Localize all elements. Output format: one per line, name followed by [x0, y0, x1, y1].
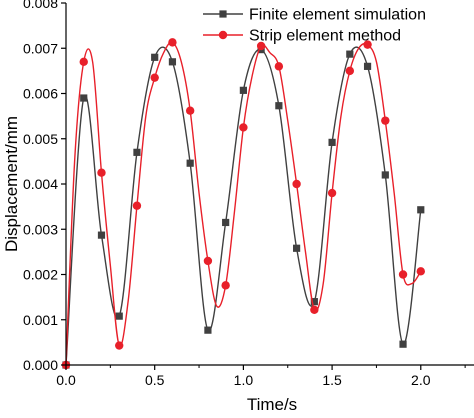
data-point-square [399, 340, 407, 348]
data-point-circle [327, 188, 337, 198]
data-point-circle [115, 341, 124, 350]
y-axis-title: Displacement/mm [2, 116, 21, 252]
legend: Finite element simulation Strip element m… [203, 7, 426, 45]
data-point-circle [345, 66, 355, 76]
ticks-layer: 0.0 0.5 1.0 1.5 2.0 0.000 0.001 0.002 0.003 0.004… [23, 0, 466, 388]
data-point-square [293, 244, 301, 252]
data-point-square [417, 206, 425, 214]
series-line-strip-element-method [65, 41, 422, 366]
data-point-square [168, 58, 177, 66]
data-point-square [275, 102, 283, 110]
data-point-square [346, 50, 354, 58]
data-point-square [151, 53, 159, 61]
y-tick-label: 0.007 [23, 40, 58, 56]
data-point-square [310, 298, 318, 306]
legend-marker-square [219, 10, 227, 18]
data-point-circle [398, 270, 408, 279]
data-point-square [97, 231, 106, 239]
x-tick-label: 0.5 [145, 372, 165, 388]
series-strip-element-method [61, 38, 425, 370]
y-tick-label: 0.004 [23, 176, 58, 192]
y-tick-label: 0.002 [23, 267, 58, 283]
data-point-circle [97, 168, 106, 177]
data-point-circle [132, 201, 142, 210]
legend-label: Finite element simulation [249, 7, 426, 24]
y-tick-label: 0.000 [23, 357, 58, 373]
data-point-circle [203, 256, 213, 266]
data-point-square [204, 326, 212, 334]
legend-item-strip-element-method: Strip element method [203, 28, 401, 45]
x-tick-label: 1.5 [322, 372, 342, 388]
data-point-square [328, 138, 336, 146]
data-point-circle [381, 116, 390, 125]
data-point-circle [168, 38, 177, 47]
y-tick-label: 0.003 [23, 221, 58, 237]
data-point-circle [79, 57, 88, 67]
y-tick-label: 0.006 [23, 86, 58, 102]
legend-label: Strip element method [249, 28, 401, 45]
y-tick-label: 0.005 [23, 131, 58, 147]
data-point-circle [416, 267, 425, 276]
data-point-square [186, 159, 194, 167]
y-tick-label: 0.008 [23, 0, 58, 11]
x-axis-title: Time/s [247, 395, 297, 414]
x-tick-label: 2.0 [411, 372, 431, 388]
series-layer [61, 38, 425, 370]
data-point-square [222, 218, 230, 227]
data-point-circle [274, 62, 284, 71]
data-point-square [133, 148, 141, 156]
data-point-square [363, 62, 372, 70]
legend-marker-circle [218, 30, 228, 40]
data-point-square [80, 94, 88, 102]
legend-item-finite-element-simulation: Finite element simulation [203, 7, 426, 24]
data-point-circle [221, 281, 230, 290]
data-point-circle [150, 73, 159, 82]
data-point-circle [310, 305, 319, 314]
x-tick-label: 1.0 [234, 372, 254, 388]
data-point-circle [292, 179, 301, 189]
data-point-square [115, 312, 123, 320]
x-tick-label: 0.0 [56, 372, 76, 388]
data-point-circle [363, 40, 372, 49]
data-point-circle [185, 106, 195, 115]
data-point-square [381, 171, 389, 179]
data-point-circle [256, 41, 266, 51]
y-tick-label: 0.001 [23, 312, 58, 328]
data-point-square [239, 86, 247, 94]
data-point-circle [239, 123, 248, 132]
